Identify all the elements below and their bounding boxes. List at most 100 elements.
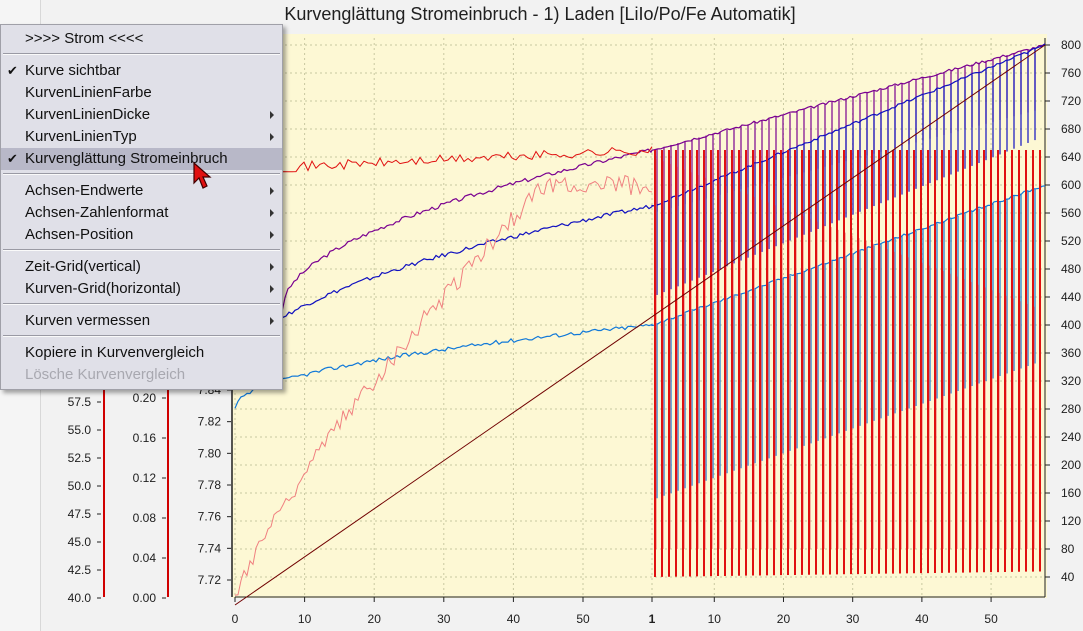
right-axis-tick-label: 280 (1061, 402, 1081, 416)
axis-1-tick-label: 40.0 (68, 591, 92, 605)
right-axis-tick-label: 200 (1061, 458, 1081, 472)
axis-2-tick-label: 0.12 (133, 471, 157, 485)
x-axis-tick-label: 40 (507, 612, 521, 626)
menu-item-kurven-grid[interactable]: Kurven-Grid(horizontal) (1, 278, 282, 300)
axis-3-tick-label: 7.80 (198, 446, 222, 460)
series-line (234, 44, 1046, 606)
axis-1-tick-label: 50.0 (68, 479, 92, 493)
menu-item-kurvenglaettung-stromeinbruch[interactable]: ✔ Kurvenglättung Stromeinbruch (1, 148, 282, 170)
right-axis-tick-label: 240 (1061, 430, 1081, 444)
axis-2-tick-label: 0.20 (133, 391, 157, 405)
axis-2-tick-label: 0.16 (133, 431, 157, 445)
menu-header: >>>> Strom <<<< (1, 28, 282, 50)
chart-axes (97, 38, 1050, 602)
series-line (279, 146, 653, 173)
menu-item-zeit-grid[interactable]: Zeit-Grid(vertical) (1, 256, 282, 278)
right-axis-tick-label: 800 (1061, 38, 1081, 52)
menu-header-label: >>>> Strom <<<< (25, 30, 144, 47)
right-axis-tick-label: 560 (1061, 206, 1081, 220)
menu-item-label: KurvenLinienDicke (25, 106, 151, 123)
submenu-arrow-icon (270, 133, 274, 141)
menu-item-label: Zeit-Grid(vertical) (25, 258, 141, 275)
axis-1-tick-label: 57.5 (68, 395, 92, 409)
series-line (281, 43, 1046, 312)
right-axis-tick-label: 320 (1061, 374, 1081, 388)
axis-3-tick-label: 7.76 (198, 510, 222, 524)
right-axis-tick-label: 160 (1061, 486, 1081, 500)
right-axis-tick-label: 360 (1061, 346, 1081, 360)
menu-item-kurve-sichtbar[interactable]: ✔ Kurve sichtbar (1, 60, 282, 82)
right-axis-tick-label: 720 (1061, 94, 1081, 108)
chart-series (234, 43, 1046, 606)
axis-1-tick-label: 45.0 (68, 535, 92, 549)
x-axis-tick-label: 30 (437, 612, 451, 626)
right-axis-tick-label: 480 (1061, 262, 1081, 276)
checkmark-icon: ✔ (7, 151, 18, 166)
x-axis-tick-label: 20 (777, 612, 791, 626)
menu-item-achsen-zahlenformat[interactable]: Achsen-Zahlenformat (1, 202, 282, 224)
axis-3-tick-label: 7.74 (198, 541, 222, 555)
right-axis-tick-label: 680 (1061, 122, 1081, 136)
right-axis-tick-label: 440 (1061, 290, 1081, 304)
menu-item-label: KurvenLinienTyp (25, 128, 137, 145)
menu-item-label: Kurve sichtbar (25, 62, 121, 79)
chart-grid (234, 38, 1045, 597)
right-axis-tick-label: 600 (1061, 178, 1081, 192)
x-axis-tick-label: 50 (984, 612, 998, 626)
menu-separator (3, 303, 280, 305)
menu-item-label: Achsen-Zahlenformat (25, 204, 169, 221)
chart-tick-labels: 4080120160200240280320360400440480520560… (68, 38, 1082, 626)
axis-1-tick-label: 52.5 (68, 451, 92, 465)
menu-item-label: Lösche Kurvenvergleich (25, 366, 186, 383)
context-menu: >>>> Strom <<<< ✔ Kurve sichtbar KurvenL… (0, 24, 283, 390)
x-axis-tick-label: 0 (232, 612, 239, 626)
menu-item-label: Kurven vermessen (25, 312, 151, 329)
menu-separator (3, 173, 280, 175)
menu-item-achsen-position[interactable]: Achsen-Position (1, 224, 282, 246)
menu-item-loesche-kurvenvergleich: Lösche Kurvenvergleich (1, 364, 282, 386)
right-axis-tick-label: 400 (1061, 318, 1081, 332)
axis-3-tick-label: 7.78 (198, 478, 222, 492)
axis-1-tick-label: 55.0 (68, 423, 92, 437)
menu-item-label: Achsen-Endwerte (25, 182, 144, 199)
menu-item-label: KurvenLinienFarbe (25, 84, 152, 101)
menu-item-kurvenlinienfarbe[interactable]: KurvenLinienFarbe (1, 82, 282, 104)
x-axis-tick-label: 10 (708, 612, 722, 626)
menu-separator (3, 249, 280, 251)
submenu-arrow-icon (270, 231, 274, 239)
axis-3-tick-label: 7.82 (198, 415, 222, 429)
chart-title: Kurvenglättung Stromeinbruch - 1) Laden … (284, 4, 796, 24)
mouse-pointer-icon (193, 162, 212, 189)
plot-background (232, 34, 1047, 598)
submenu-arrow-icon (270, 209, 274, 217)
x-axis-tick-label: 10 (298, 612, 312, 626)
series-line (234, 174, 653, 596)
menu-item-kopiere-kurvenvergleich[interactable]: Kopiere in Kurvenvergleich (1, 342, 282, 364)
axis-2-tick-label: 0.04 (133, 551, 157, 565)
x-axis-tick-label: 30 (846, 612, 860, 626)
submenu-arrow-icon (270, 263, 274, 271)
menu-item-kurvenliniendicke[interactable]: KurvenLinienDicke (1, 104, 282, 126)
x-axis-tick-label: 50 (576, 612, 590, 626)
axis-2-tick-label: 0.00 (133, 591, 157, 605)
right-axis-tick-label: 40 (1061, 570, 1075, 584)
menu-item-achsen-endwerte[interactable]: Achsen-Endwerte (1, 180, 282, 202)
right-axis-tick-label: 640 (1061, 150, 1081, 164)
submenu-arrow-icon (270, 187, 274, 195)
checkmark-icon: ✔ (7, 63, 18, 78)
menu-item-label: Kurvenglättung Stromeinbruch (25, 150, 228, 167)
menu-separator (3, 335, 280, 337)
right-axis-tick-label: 120 (1061, 514, 1081, 528)
menu-item-label: Kopiere in Kurvenvergleich (25, 344, 205, 361)
right-axis-tick-label: 80 (1061, 542, 1075, 556)
right-axis-tick-label: 760 (1061, 66, 1081, 80)
axis-1-tick-label: 42.5 (68, 563, 92, 577)
axis-2-tick-label: 0.08 (133, 511, 157, 525)
submenu-arrow-icon (270, 317, 274, 325)
menu-item-kurvenlinientyp[interactable]: KurvenLinienTyp (1, 126, 282, 148)
menu-item-label: Achsen-Position (25, 226, 134, 243)
menu-item-kurven-vermessen[interactable]: Kurven vermessen (1, 310, 282, 332)
axis-1-tick-label: 47.5 (68, 507, 92, 521)
